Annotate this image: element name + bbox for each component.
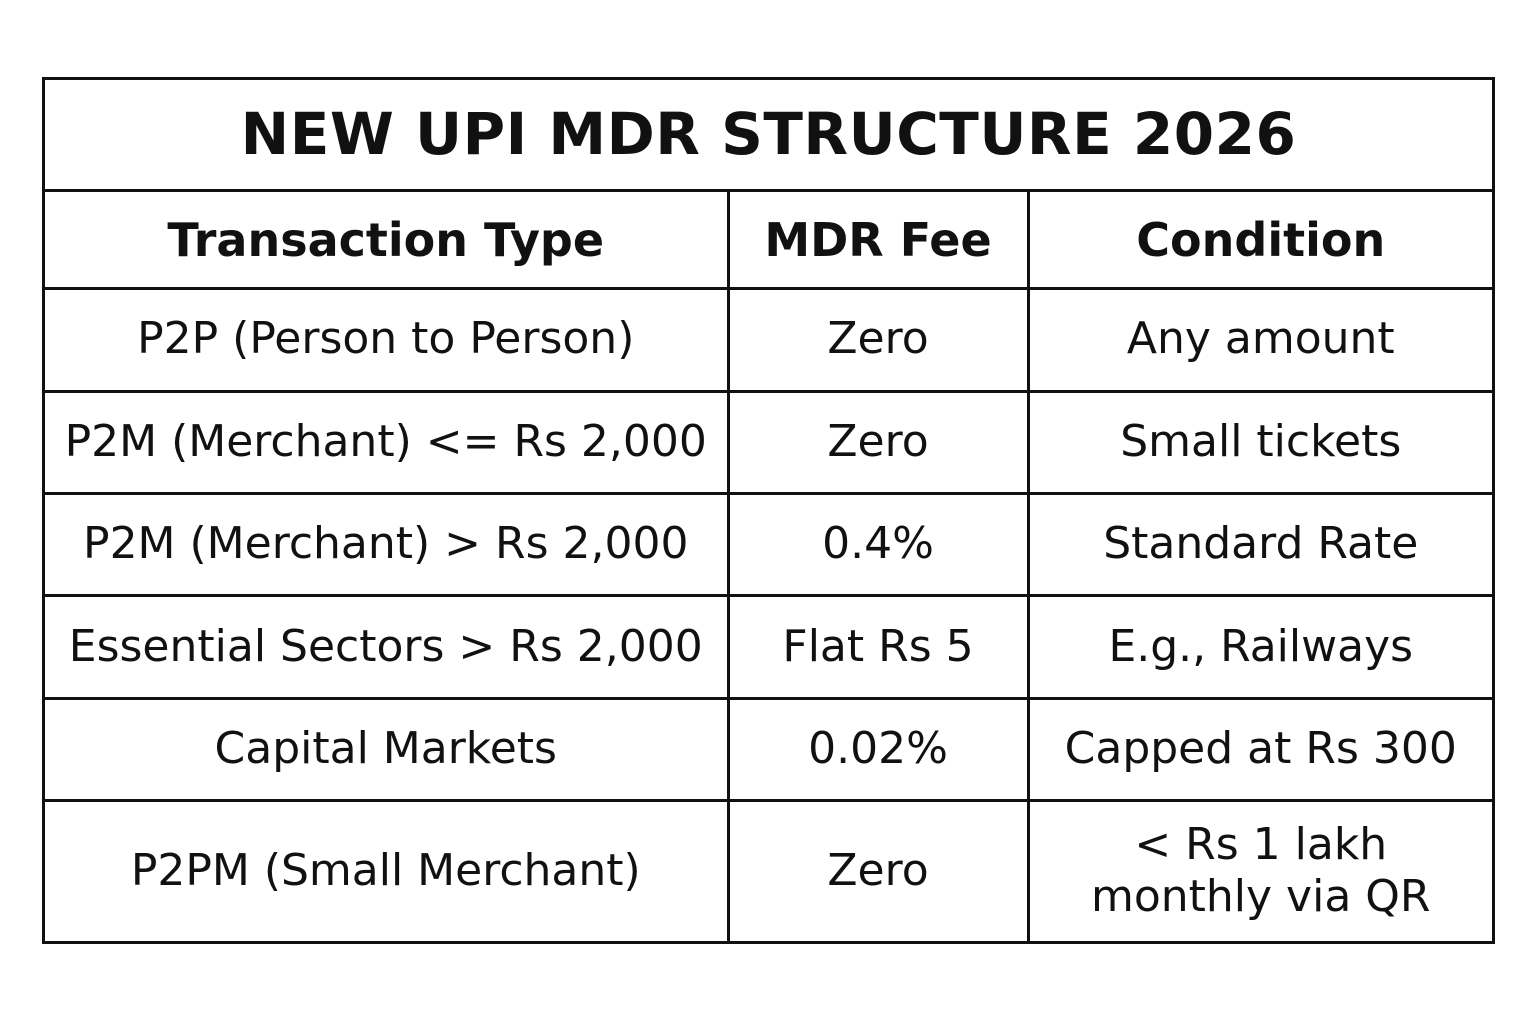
mdr-table: NEW UPI MDR STRUCTURE 2026 Transaction T…: [45, 80, 1492, 941]
title-row: NEW UPI MDR STRUCTURE 2026: [45, 80, 1492, 192]
mdr-fee-cell: 0.02%: [726, 696, 1030, 802]
transaction-type-cell: Essential Sectors > Rs 2,000: [45, 594, 730, 700]
table-row: P2P (Person to Person) Zero Any amount: [45, 287, 1492, 393]
header-row: Transaction Type MDR Fee Condition: [45, 188, 1492, 291]
table-row: P2PM (Small Merchant) Zero < Rs 1 lakh m…: [45, 798, 1492, 941]
table-row: Capital Markets 0.02% Capped at Rs 300: [45, 696, 1492, 802]
table-row: Essential Sectors > Rs 2,000 Flat Rs 5 E…: [45, 594, 1492, 700]
table-title: NEW UPI MDR STRUCTURE 2026: [45, 80, 1492, 192]
header-condition: Condition: [1026, 188, 1492, 291]
mdr-fee-cell: Zero: [726, 287, 1030, 393]
condition-cell: E.g., Railways: [1026, 594, 1492, 700]
header-transaction-type: Transaction Type: [45, 188, 730, 291]
condition-cell: Capped at Rs 300: [1026, 696, 1492, 802]
condition-cell: Standard Rate: [1026, 491, 1492, 598]
condition-line-1: < Rs 1 lakh: [1134, 818, 1388, 870]
transaction-type-cell: P2P (Person to Person): [45, 287, 730, 393]
condition-cell: Any amount: [1026, 287, 1492, 393]
mdr-fee-cell: Zero: [726, 798, 1030, 941]
header-mdr-fee: MDR Fee: [726, 188, 1030, 291]
mdr-table-container: NEW UPI MDR STRUCTURE 2026 Transaction T…: [42, 77, 1495, 944]
transaction-type-cell: Capital Markets: [45, 696, 730, 802]
condition-cell: Small tickets: [1026, 389, 1492, 495]
transaction-type-cell: P2PM (Small Merchant): [45, 798, 730, 941]
condition-cell: < Rs 1 lakh monthly via QR: [1026, 798, 1492, 941]
table-row: P2M (Merchant) <= Rs 2,000 Zero Small ti…: [45, 389, 1492, 495]
table-row: P2M (Merchant) > Rs 2,000 0.4% Standard …: [45, 491, 1492, 598]
condition-line-2: monthly via QR: [1091, 871, 1431, 923]
mdr-fee-cell: Zero: [726, 389, 1030, 495]
transaction-type-cell: P2M (Merchant) <= Rs 2,000: [45, 389, 730, 495]
mdr-fee-cell: Flat Rs 5: [726, 594, 1030, 700]
mdr-fee-cell: 0.4%: [726, 491, 1030, 598]
transaction-type-cell: P2M (Merchant) > Rs 2,000: [45, 491, 730, 598]
